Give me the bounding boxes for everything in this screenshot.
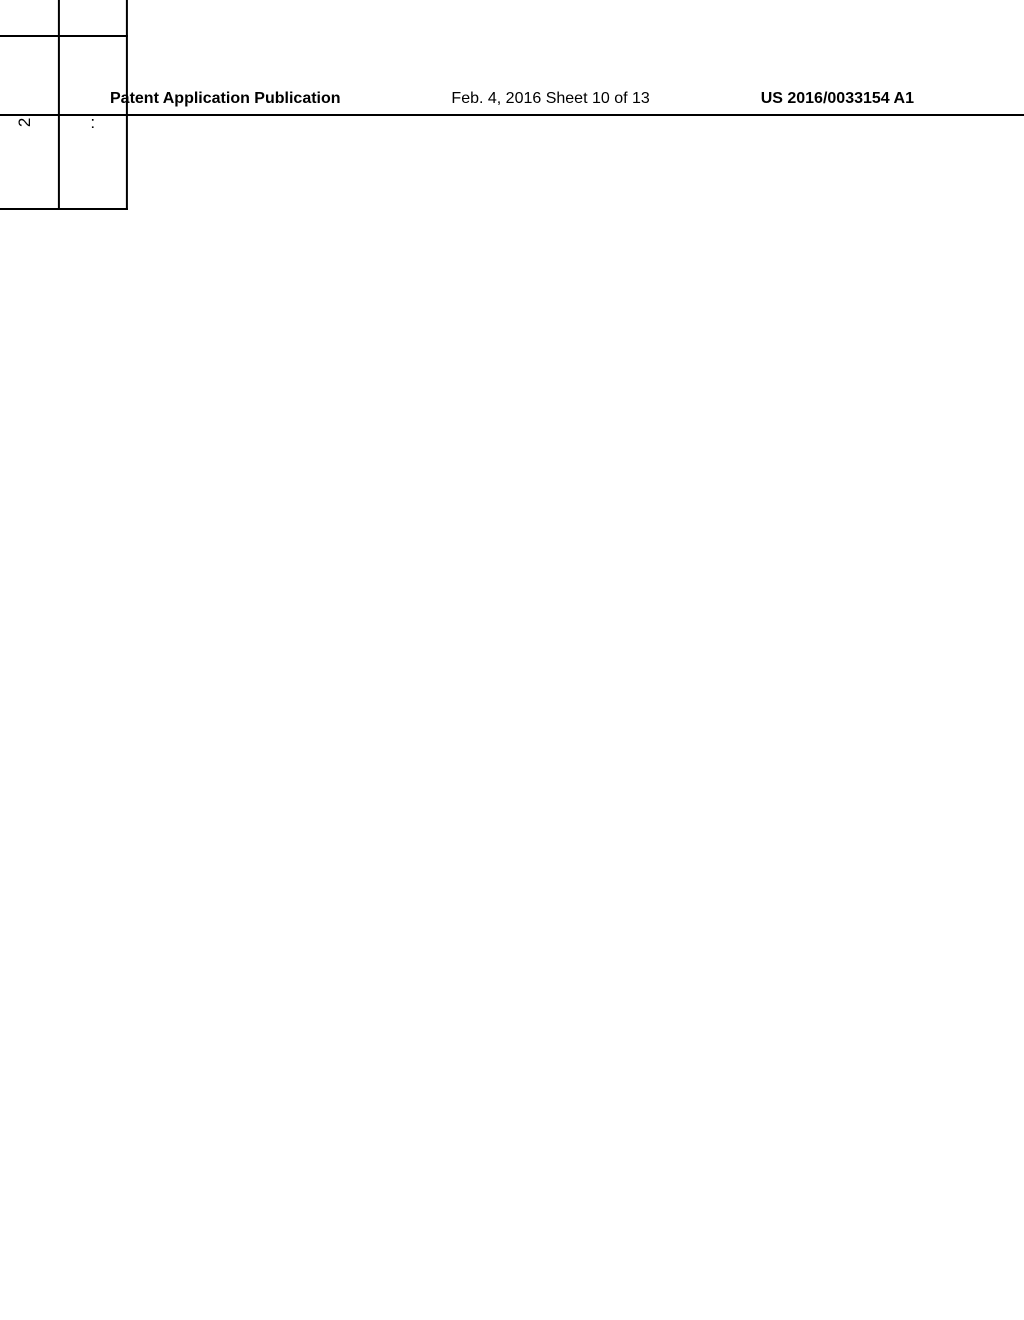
cell: : — [59, 36, 127, 209]
table-row-ellipsis: : : : : : : — [59, 0, 127, 209]
cell: : — [59, 0, 127, 36]
header-left: Patent Application Publication — [110, 90, 341, 108]
table-row: 2 1 SAME INTERLINKED OPERATIONTERMINAL O… — [0, 0, 59, 209]
cell: 2 — [0, 36, 59, 209]
conversion-rule-table: GROUP NUMBER PARENT GROUPNUMBER GROUP RE… — [0, 0, 128, 210]
table-area: 106 109 109a 109b — [0, 0, 128, 210]
figure-wrapper: FIG.10 106 109 109a — [0, 0, 128, 210]
cell: 1 — [0, 0, 59, 36]
header-center: Feb. 4, 2016 Sheet 10 of 13 — [451, 90, 649, 108]
page-header: Patent Application Publication Feb. 4, 2… — [0, 90, 1024, 116]
header-right: US 2016/0033154 A1 — [761, 90, 914, 108]
